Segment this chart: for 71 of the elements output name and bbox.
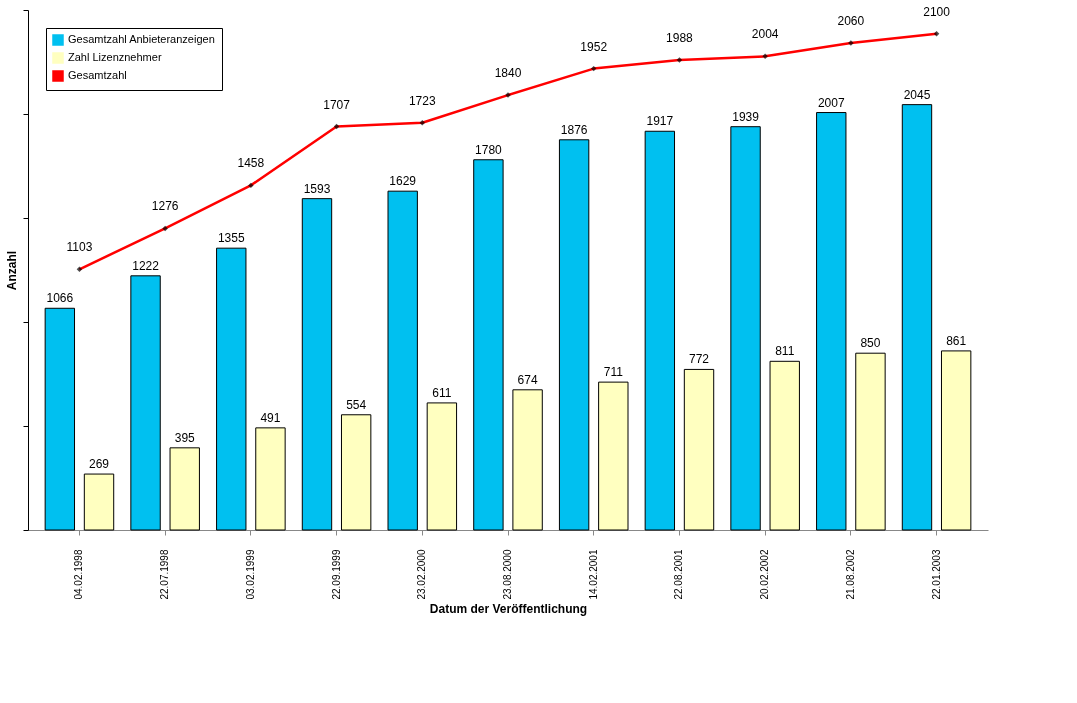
data-label: 811 [775,344,795,359]
bar [44,307,76,531]
data-label: 772 [689,352,710,367]
data-label: 269 [89,457,110,472]
data-label: 2100 [923,4,951,19]
data-label: 861 [946,333,967,348]
data-label: 1917 [646,114,674,129]
legend-label: Gesamtzahl Anbieteranzeigen [68,33,215,45]
data-label: 850 [860,336,881,351]
bar [130,275,161,531]
x-tick-label: 22.01.2003 [930,549,942,600]
data-label: 1707 [323,97,351,112]
data-label: 1840 [494,66,522,81]
bar [83,473,115,531]
data-label: 491 [260,410,281,425]
data-label: 1222 [132,258,160,273]
x-tick-label: 04.02.1998 [73,549,85,600]
bar [558,139,590,531]
legend-label: Zahl Lizenznehmer [68,51,162,63]
bar [940,350,972,531]
data-label: 1066 [46,291,74,306]
bar [255,427,286,531]
x-tick-label: 22.08.2001 [673,549,685,600]
data-label: 711 [603,365,624,380]
x-tick-label: 21.08.2002 [844,549,856,600]
data-label: 2060 [837,14,865,29]
data-label: 1952 [580,39,608,54]
bar [512,389,543,531]
x-tick-label: 14.02.2001 [587,549,599,600]
x-tick-label: 03.02.1999 [244,549,256,600]
data-label: 1103 [66,240,93,255]
data-label: 1939 [732,109,760,124]
data-label: 1458 [237,156,265,171]
legend-label: Gesamtzahl [68,69,127,81]
data-label: 395 [174,430,196,445]
data-label: 611 [432,385,452,400]
data-label: 1780 [475,142,503,157]
data-label: 1629 [389,174,417,189]
bar [301,198,333,531]
bar [340,414,372,531]
bar [855,352,886,531]
bar [769,360,800,531]
data-label: 2007 [817,95,845,110]
bar [730,126,761,531]
x-axis-title: Datum der Veröffentlichung [429,601,588,616]
data-label: 2004 [751,27,779,42]
x-tick-label: 20.02.2002 [759,549,771,600]
x-tick-label: 23.02.2000 [416,549,428,600]
bar [683,368,715,531]
data-label: 1988 [666,31,694,46]
bar [169,447,200,531]
bar [473,159,504,531]
bar [387,190,418,531]
bar [644,130,676,531]
data-label: 1593 [303,181,331,196]
bar [426,402,458,531]
bar [216,247,247,531]
x-tick-label: 22.07.1998 [159,549,171,600]
bar [901,104,933,531]
y-axis-title: Anzahl [5,250,19,291]
data-label: 1276 [151,199,179,214]
x-tick-label: 22.09.1999 [330,549,342,600]
data-label: 1723 [408,93,436,108]
data-label: 674 [517,372,538,387]
x-tick-label: 23.08.2000 [502,549,513,600]
data-label: 1876 [560,122,588,137]
data-label: 554 [346,397,367,412]
data-label: 1355 [217,231,245,246]
data-label: 2045 [903,87,931,102]
bar [598,381,629,531]
bar [816,112,847,531]
